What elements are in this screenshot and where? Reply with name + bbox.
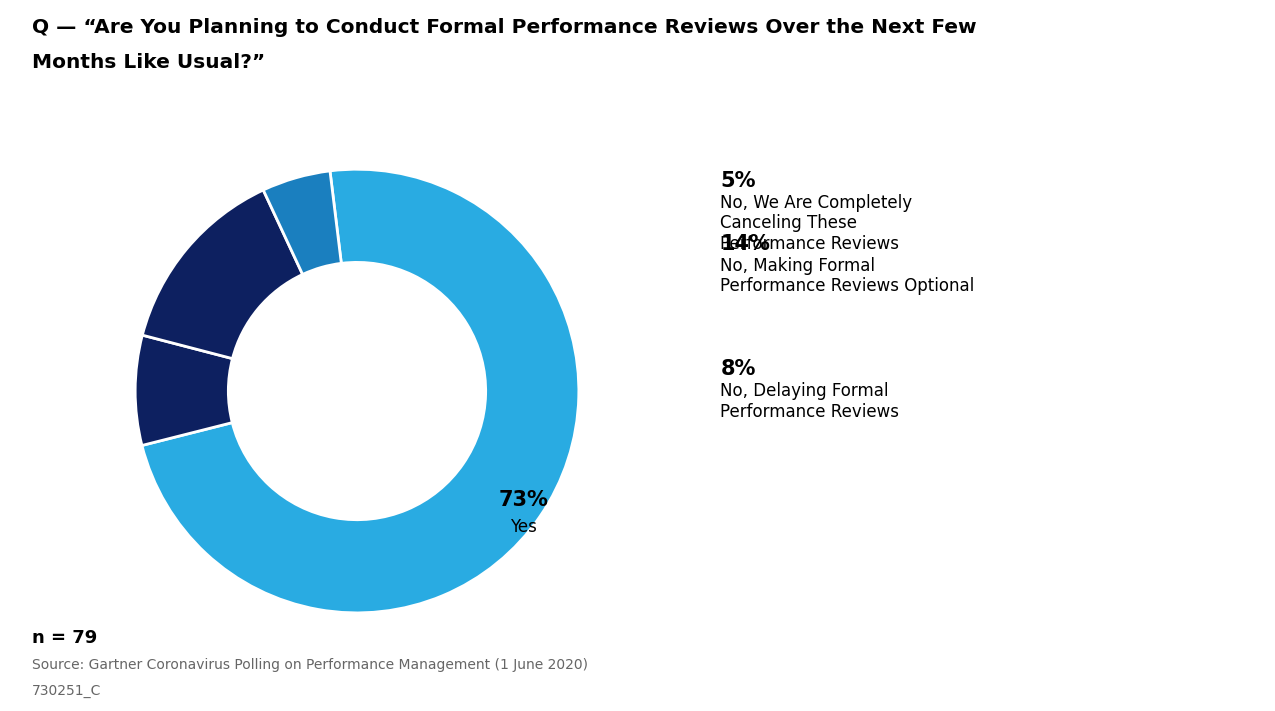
Text: 73%: 73% <box>499 490 548 510</box>
Text: 8%: 8% <box>720 359 756 379</box>
Text: 14%: 14% <box>720 234 770 254</box>
Text: Months Like Usual?”: Months Like Usual?” <box>32 53 265 73</box>
Text: Source: Gartner Coronavirus Polling on Performance Management (1 June 2020): Source: Gartner Coronavirus Polling on P… <box>32 658 588 672</box>
Circle shape <box>228 262 486 520</box>
Text: Q — “Are You Planning to Conduct Formal Performance Reviews Over the Next Few: Q — “Are You Planning to Conduct Formal … <box>32 18 977 37</box>
Text: Yes: Yes <box>510 518 537 537</box>
Wedge shape <box>142 169 579 613</box>
Text: 5%: 5% <box>720 171 756 191</box>
Wedge shape <box>263 171 342 274</box>
Wedge shape <box>135 335 232 446</box>
Text: 730251_C: 730251_C <box>32 684 101 698</box>
Text: No, Making Formal
Performance Reviews Optional: No, Making Formal Performance Reviews Op… <box>720 257 974 296</box>
Text: No, Delaying Formal
Performance Reviews: No, Delaying Formal Performance Reviews <box>720 382 899 421</box>
Text: n = 79: n = 79 <box>32 629 97 647</box>
Text: No, We Are Completely
Canceling These
Performance Reviews: No, We Are Completely Canceling These Pe… <box>720 193 913 253</box>
Wedge shape <box>143 190 302 358</box>
